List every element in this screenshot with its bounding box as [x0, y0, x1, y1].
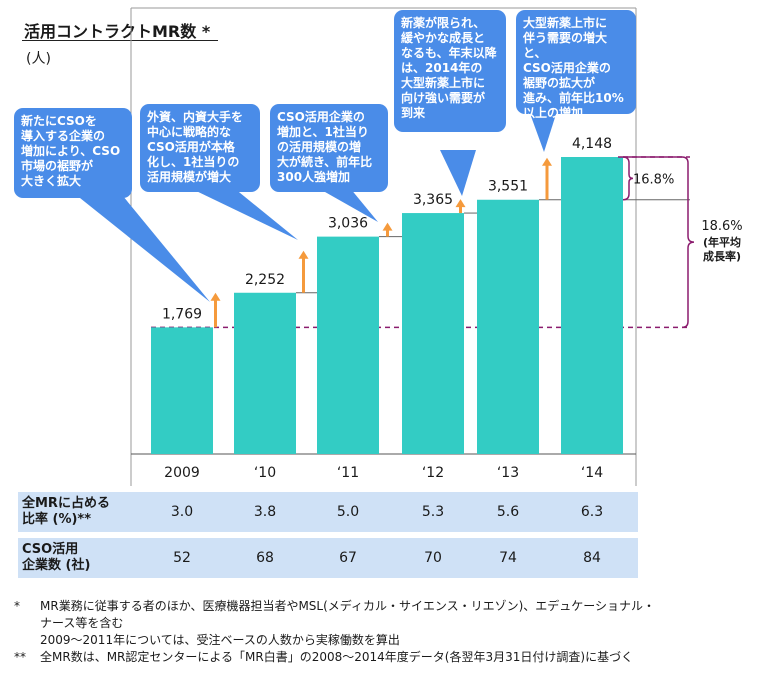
annotation-line: CSO活用企業の — [523, 61, 611, 75]
annotation-line: 到来 — [401, 106, 426, 120]
callout-tail — [440, 150, 476, 196]
annotation-callout: 新薬が限られ、 緩やかな成長と なるも、年末以降 は、2014年の 大型新薬上市に 向け強… — [394, 10, 506, 132]
annotation-line: 進み、前年比10% — [523, 91, 624, 105]
bar-value-label: 3,036 — [328, 216, 368, 232]
annotation-line: は、2014年の — [401, 61, 483, 75]
annotation-line: 活用規模が増大 — [147, 170, 232, 184]
annotation-callout: 大型新薬上市に 伴う需要の増大と、 CSO活用企業の 裾野の拡大が 進み、前年比10% 以… — [516, 10, 636, 120]
table-cell: 3.8 — [253, 504, 277, 520]
growth-arrow-head — [382, 222, 393, 231]
footnote-text: 2009～2011年については、受注ベースの人数から実稼働数を算出 — [40, 633, 400, 647]
annotation-line: 新薬が限られ、 — [401, 16, 486, 30]
callout-tail — [190, 188, 298, 240]
annotation-line: の活用規模の増 — [277, 140, 362, 154]
table-cell: 52 — [173, 550, 191, 566]
x-tick-label: ‘14 — [581, 465, 603, 481]
annotation-callout: 新たにCSOを 導入する企業の 増加により、CSO 市場の裾野が 大きく拡大 — [14, 108, 132, 198]
x-tick-label: ‘12 — [422, 465, 444, 481]
x-tick-label: ‘13 — [497, 465, 519, 481]
footnote-marker: ** — [14, 650, 26, 664]
cagr-bracket — [618, 156, 695, 329]
annotation-line: 伴う需要の増大と、 — [523, 31, 608, 60]
chart-title: 活用コントラクトMR数 * — [24, 22, 211, 41]
annotation-line: 大型新薬上市に — [401, 76, 486, 90]
table-cell: 5.3 — [421, 504, 445, 520]
annotation-line: 増加と、1社当り — [277, 125, 369, 139]
annotation-line: 新たにCSOを — [21, 114, 97, 128]
callout-tail — [70, 190, 210, 302]
annotation-line: 向け強い需要が — [401, 91, 486, 105]
table-cell: 68 — [256, 550, 274, 566]
callout-tail — [318, 188, 378, 222]
growth-arrow-head — [542, 157, 552, 166]
table-cell: 84 — [583, 550, 601, 566]
annotation-line: 以上の増加 — [523, 106, 584, 120]
table-row-header-line: CSO活用 — [22, 542, 79, 557]
table-cell: 3.0 — [170, 504, 194, 520]
annotation-callout: CSO活用企業の 増加と、1社当り の活用規模の増 大が続き、前年比 300人強増加 — [270, 104, 388, 192]
cagr-note-line: 成長率) — [703, 249, 741, 263]
table-row — [18, 492, 638, 532]
x-tick-label: ‘11 — [337, 465, 359, 481]
annotation-line: 中心に戦略的な — [147, 125, 232, 139]
callout-tail — [528, 108, 558, 152]
annotation-line: CSO活用が本格 — [147, 140, 235, 154]
table-row-header-line: 企業数 (社) — [22, 558, 91, 573]
growth-arrow-head — [455, 199, 466, 208]
table-row-header-line: 全MRに占める — [22, 496, 110, 511]
title-underline — [22, 40, 218, 41]
annotation-line: 300人強増加 — [277, 170, 351, 184]
bar — [561, 157, 623, 454]
annotation-line: 大が続き、前年比 — [277, 155, 373, 169]
footnote-marker: * — [14, 599, 20, 613]
bar-value-label: 2,252 — [245, 272, 285, 288]
table-cell: 6.3 — [580, 504, 604, 520]
bar — [402, 213, 464, 454]
table-row — [18, 538, 638, 578]
bar — [477, 199, 539, 454]
growth-arrow-head — [210, 292, 221, 301]
annotation-line: 導入する企業の — [21, 129, 106, 143]
annotation-line: 外資、内資大手を — [147, 110, 244, 124]
cagr-label: 18.6% — [701, 219, 742, 234]
annotation-line: CSO活用企業の — [277, 110, 365, 124]
annotation-line: 増加により、CSO — [21, 144, 121, 158]
annotation-line: 緩やかな成長と — [401, 31, 486, 45]
table-cell: 74 — [499, 550, 517, 566]
bar — [317, 236, 379, 454]
bar-value-label: 4,148 — [572, 136, 612, 152]
bar — [234, 292, 296, 454]
bar-value-label: 3,365 — [413, 192, 453, 208]
annotation-callout: 外資、内資大手を 中心に戦略的な CSO活用が本格 化し、1社当りの 活用規模が増大 — [140, 104, 260, 192]
annotation-line: 裾野の拡大が — [523, 76, 596, 90]
table-cell: 67 — [339, 550, 357, 566]
table-row-header-line: 比率 (%)** — [22, 512, 92, 527]
growth-arrow-head — [298, 250, 309, 259]
bar — [151, 327, 213, 454]
footnote-text: MR業務に従事する者のほか、医療機器担当者やMSL(メディカル・サイエンス・リエ… — [40, 599, 656, 613]
x-tick-label: ‘10 — [254, 465, 276, 481]
table-row-header: 全MRに占める 比率 (%)** — [22, 496, 110, 528]
yoy-growth-label: 16.8% — [633, 172, 674, 187]
annotation-line: 大型新薬上市に — [523, 16, 608, 30]
cagr-note-line: (年平均 — [703, 235, 741, 249]
table-cell: 5.6 — [496, 504, 520, 520]
y-unit-label: (人) — [26, 51, 51, 67]
bar-value-label: 1,769 — [162, 306, 202, 322]
footnote-text: 全MR数は、MR認定センターによる「MR白書」の2008～2014年度データ(各… — [40, 650, 634, 664]
annotation-line: 大きく拡大 — [21, 174, 82, 188]
footnote-text: ナース等を含む — [40, 616, 124, 630]
table-cell: 5.0 — [336, 504, 360, 520]
annotation-line: 化し、1社当りの — [147, 155, 240, 169]
x-tick-label: 2009 — [164, 465, 200, 481]
yoy-growth-bracket — [622, 156, 634, 201]
bar-chart: 1,769 2009 2,252 ‘10 3,036 ‘11 3,365 ‘12 3,551 ‘1… — [70, 7, 743, 486]
annotation-line: なるも、年末以降 — [401, 46, 497, 60]
annotation-line: 市場の裾野が — [21, 159, 94, 173]
table-cell: 70 — [424, 550, 442, 566]
table-row-header: CSO活用 企業数 (社) — [22, 542, 90, 574]
bar-value-label: 3,551 — [488, 179, 528, 195]
